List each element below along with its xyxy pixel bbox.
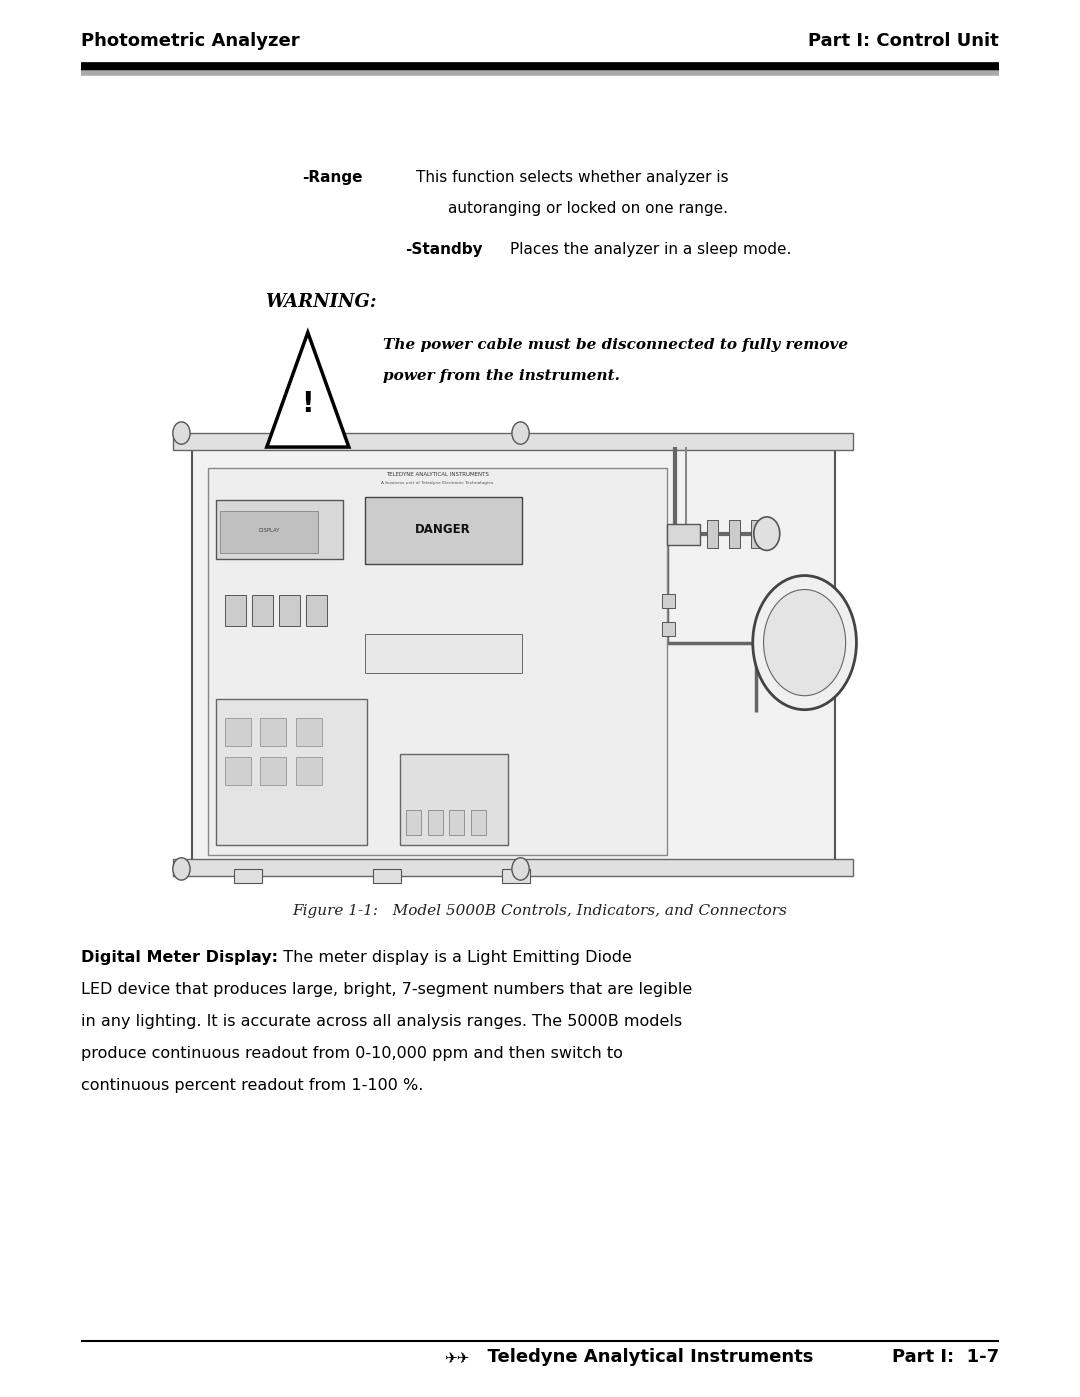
- FancyBboxPatch shape: [662, 622, 675, 636]
- Text: LED device that produces large, bright, 7-segment numbers that are legible: LED device that produces large, bright, …: [81, 982, 692, 997]
- Text: power from the instrument.: power from the instrument.: [383, 369, 620, 383]
- Text: -Range: -Range: [302, 170, 363, 186]
- FancyBboxPatch shape: [365, 634, 522, 673]
- Circle shape: [764, 590, 846, 696]
- Text: The power cable must be disconnected to fully remove: The power cable must be disconnected to …: [383, 338, 849, 352]
- FancyBboxPatch shape: [373, 869, 401, 883]
- FancyBboxPatch shape: [208, 468, 667, 855]
- FancyBboxPatch shape: [216, 500, 343, 559]
- FancyBboxPatch shape: [260, 718, 286, 746]
- FancyBboxPatch shape: [751, 520, 761, 548]
- Text: autoranging or locked on one range.: autoranging or locked on one range.: [448, 201, 728, 217]
- FancyBboxPatch shape: [502, 869, 530, 883]
- Text: Figure 1-1:   Model 5000B Controls, Indicators, and Connectors: Figure 1-1: Model 5000B Controls, Indica…: [293, 904, 787, 918]
- Circle shape: [173, 858, 190, 880]
- FancyBboxPatch shape: [296, 718, 322, 746]
- FancyBboxPatch shape: [406, 810, 421, 835]
- FancyBboxPatch shape: [252, 595, 273, 626]
- Text: ✈✈: ✈✈: [444, 1351, 470, 1366]
- FancyBboxPatch shape: [428, 810, 443, 835]
- FancyBboxPatch shape: [279, 595, 300, 626]
- Circle shape: [173, 422, 190, 444]
- FancyBboxPatch shape: [449, 810, 464, 835]
- FancyBboxPatch shape: [225, 757, 251, 785]
- Circle shape: [512, 422, 529, 444]
- Text: Places the analyzer in a sleep mode.: Places the analyzer in a sleep mode.: [510, 242, 792, 257]
- Polygon shape: [267, 332, 349, 447]
- FancyBboxPatch shape: [296, 757, 322, 785]
- FancyBboxPatch shape: [707, 520, 718, 548]
- Text: DANGER: DANGER: [415, 522, 471, 536]
- FancyBboxPatch shape: [192, 440, 835, 873]
- Circle shape: [754, 517, 780, 550]
- Text: -Standby: -Standby: [405, 242, 483, 257]
- FancyBboxPatch shape: [173, 433, 853, 450]
- Text: Part I: Control Unit: Part I: Control Unit: [808, 32, 999, 50]
- Text: This function selects whether analyzer is: This function selects whether analyzer i…: [416, 170, 728, 186]
- Text: Digital Meter Display:: Digital Meter Display:: [81, 950, 278, 965]
- Text: produce continuous readout from 0-10,000 ppm and then switch to: produce continuous readout from 0-10,000…: [81, 1046, 623, 1062]
- FancyBboxPatch shape: [471, 810, 486, 835]
- Text: continuous percent readout from 1-100 %.: continuous percent readout from 1-100 %.: [81, 1078, 423, 1094]
- Text: Photometric Analyzer: Photometric Analyzer: [81, 32, 299, 50]
- Text: The meter display is a Light Emitting Diode: The meter display is a Light Emitting Di…: [273, 950, 632, 965]
- Text: Part I:  1-7: Part I: 1-7: [892, 1348, 999, 1366]
- FancyBboxPatch shape: [662, 594, 675, 608]
- FancyBboxPatch shape: [729, 520, 740, 548]
- FancyBboxPatch shape: [216, 698, 367, 845]
- FancyBboxPatch shape: [400, 754, 508, 845]
- FancyBboxPatch shape: [220, 511, 318, 553]
- Text: !: !: [301, 390, 314, 418]
- FancyBboxPatch shape: [234, 869, 262, 883]
- FancyBboxPatch shape: [173, 859, 853, 876]
- Text: WARNING:: WARNING:: [265, 293, 376, 312]
- Text: DISPLAY: DISPLAY: [258, 528, 280, 534]
- Text: in any lighting. It is accurate across all analysis ranges. The 5000B models: in any lighting. It is accurate across a…: [81, 1014, 683, 1030]
- FancyBboxPatch shape: [225, 595, 246, 626]
- Text: TELEDYNE ANALYTICAL INSTRUMENTS: TELEDYNE ANALYTICAL INSTRUMENTS: [386, 472, 489, 478]
- FancyBboxPatch shape: [365, 497, 522, 564]
- FancyBboxPatch shape: [260, 757, 286, 785]
- Text: A business unit of Teledyne Electronic Technologies: A business unit of Teledyne Electronic T…: [381, 482, 494, 485]
- Text: Teledyne Analytical Instruments: Teledyne Analytical Instruments: [475, 1348, 813, 1366]
- FancyBboxPatch shape: [667, 524, 700, 545]
- Circle shape: [753, 576, 856, 710]
- FancyBboxPatch shape: [306, 595, 327, 626]
- FancyBboxPatch shape: [225, 718, 251, 746]
- Circle shape: [512, 858, 529, 880]
